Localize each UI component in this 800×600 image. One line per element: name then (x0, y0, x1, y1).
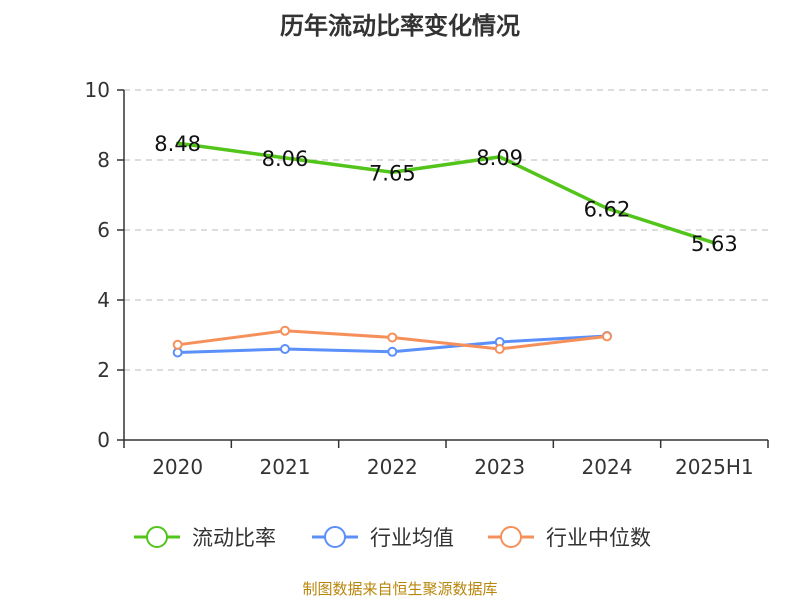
y-tick-label: 8 (97, 148, 110, 172)
data-point (494, 344, 505, 354)
data-label: 7.65 (369, 161, 416, 185)
data-label: 8.48 (154, 132, 201, 156)
legend-label: 行业均值 (370, 526, 454, 550)
data-label-layer: 8.48 8.06 7.65 8.09 6.62 5.63 (154, 132, 737, 256)
y-tick-label: 6 (97, 218, 110, 242)
y-tick-label: 0 (97, 428, 110, 452)
data-point (172, 339, 183, 350)
source-note: 制图数据来自恒生聚源数据库 (302, 580, 498, 598)
x-tick-label: 2021 (260, 455, 311, 479)
x-tick-label: 2022 (367, 455, 418, 479)
legend-label: 流动比率 (192, 526, 276, 550)
data-point (387, 346, 398, 357)
data-label: 5.63 (691, 232, 738, 256)
x-tick-label: 2025H1 (675, 455, 754, 479)
x-tick-label: 2024 (582, 455, 633, 479)
series-layer (172, 141, 717, 358)
x-tick-label: 2020 (152, 455, 203, 479)
grid-layer (124, 89, 768, 371)
data-label: 8.06 (262, 147, 309, 171)
data-point (602, 331, 612, 342)
data-point (280, 325, 290, 336)
y-tick-label: 10 (85, 78, 110, 102)
x-tick-label: 2023 (474, 455, 525, 479)
legend-marker (146, 526, 168, 548)
chart-title: 历年流动比率变化情况 (280, 12, 520, 40)
axis-layer: 0 2 4 6 8 10 2020 2021 2022 2023 2024 2025H1 (85, 78, 769, 479)
y-tick-label: 2 (97, 358, 110, 382)
series-line (175, 141, 717, 245)
legend: 流动比率 行业均值 行业中位数 (134, 526, 651, 550)
legend-marker (500, 526, 522, 548)
data-label: 8.09 (476, 146, 523, 170)
data-point (280, 344, 290, 354)
y-tick-label: 4 (97, 288, 110, 312)
legend-marker (324, 526, 346, 548)
data-label: 6.62 (584, 197, 631, 221)
data-point (387, 332, 398, 343)
legend-label: 行业中位数 (546, 526, 651, 550)
